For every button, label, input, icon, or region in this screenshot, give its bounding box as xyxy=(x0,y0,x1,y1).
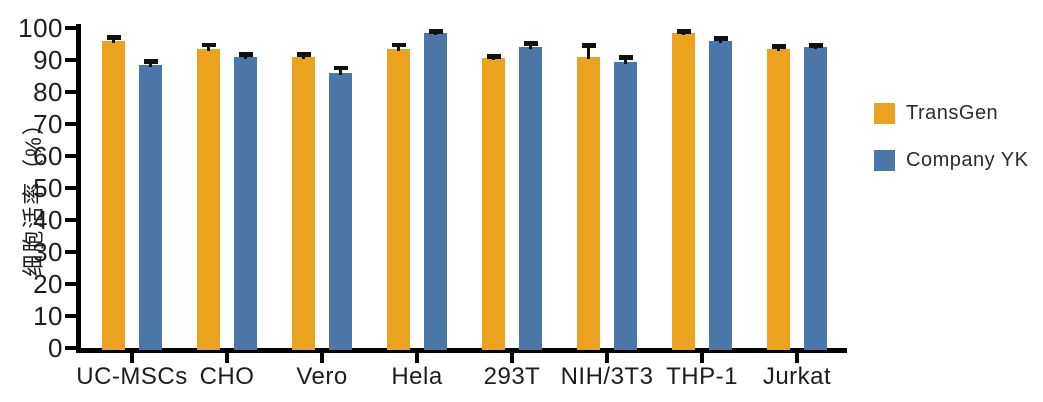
y-tick xyxy=(65,121,76,126)
x-tick xyxy=(129,352,135,363)
bar-transgen-Vero xyxy=(292,56,315,350)
error-bar-stem xyxy=(396,44,401,51)
x-category-label: Hela xyxy=(391,363,443,390)
error-bar-cap xyxy=(771,43,786,49)
error-bar-stem xyxy=(528,43,533,50)
error-bar-cap xyxy=(238,51,253,57)
legend-swatch-icon xyxy=(874,150,895,171)
y-tick xyxy=(65,57,76,62)
bar-companyyk-Hela xyxy=(424,32,447,350)
error-bar-cap xyxy=(618,55,633,61)
error-bar-cap xyxy=(581,43,596,48)
y-tick-label: 20 xyxy=(33,269,63,299)
error-bar-stem xyxy=(623,57,628,64)
legend-label: TransGen xyxy=(906,102,999,124)
bar-companyyk-293T xyxy=(519,47,542,350)
error-bar-stem xyxy=(148,61,153,67)
legend-swatch-icon xyxy=(874,103,895,124)
x-tick xyxy=(794,352,800,363)
error-bar-stem xyxy=(206,44,211,51)
error-bar-cap xyxy=(143,59,158,64)
y-tick-label: 80 xyxy=(33,77,63,107)
y-tick-label: 10 xyxy=(33,301,63,331)
x-category-label: THP-1 xyxy=(666,363,738,390)
error-bar-stem xyxy=(338,68,343,75)
bar-companyyk-CHO xyxy=(234,56,257,350)
y-tick-label: 60 xyxy=(33,141,63,171)
bar-transgen-THP-1 xyxy=(672,32,695,350)
y-tick xyxy=(65,281,76,286)
y-tick xyxy=(65,217,76,222)
error-bar-cap xyxy=(333,65,348,71)
y-tick-label: 70 xyxy=(33,109,63,139)
bar-transgen-UC-MSCs xyxy=(102,40,125,350)
y-tick-label: 40 xyxy=(33,205,63,235)
error-bar-cap xyxy=(106,35,121,40)
y-tick-label: 90 xyxy=(33,45,63,75)
legend-item-companyyk: Company YK xyxy=(874,150,1043,172)
bar-companyyk-UC-MSCs xyxy=(139,64,162,350)
error-bar-stem xyxy=(111,37,116,43)
y-tick xyxy=(65,249,76,254)
x-tick xyxy=(319,352,325,363)
y-tick xyxy=(65,313,76,318)
x-category-label: Vero xyxy=(296,363,348,390)
x-category-label: Jurkat xyxy=(762,363,832,390)
y-tick xyxy=(65,345,76,350)
y-tick-label: 0 xyxy=(48,333,63,363)
x-tick xyxy=(414,352,420,363)
legend-label: Company YK xyxy=(906,149,1029,171)
y-tick xyxy=(65,153,76,158)
bar-companyyk-THP-1 xyxy=(709,40,732,350)
bar-companyyk-Vero xyxy=(329,72,352,350)
error-bar-cap xyxy=(713,35,728,41)
legend: TransGen Company YK xyxy=(874,0,1043,402)
y-tick-label: 30 xyxy=(33,237,63,267)
error-bar-cap xyxy=(296,52,311,58)
bar-transgen-293T xyxy=(482,58,505,350)
x-tick xyxy=(224,352,230,363)
bar-companyyk-NIH/3T3 xyxy=(614,61,637,350)
y-tick-label: 50 xyxy=(33,173,63,203)
x-axis-line xyxy=(76,348,847,353)
x-category-label: NIH/3T3 xyxy=(560,363,654,390)
bar-transgen-CHO xyxy=(197,48,220,350)
y-tick-label: 100 xyxy=(18,13,63,43)
bar-companyyk-Jurkat xyxy=(804,47,827,350)
error-bar-stem xyxy=(586,45,591,59)
y-tick xyxy=(65,89,76,94)
error-bar-cap xyxy=(808,43,823,48)
error-bar-cap xyxy=(428,28,443,34)
bar-transgen-NIH/3T3 xyxy=(577,56,600,350)
x-category-label: 293T xyxy=(483,363,541,390)
y-tick xyxy=(65,25,76,30)
y-axis-line xyxy=(76,24,81,353)
error-bar-cap xyxy=(201,42,216,48)
y-tick xyxy=(65,185,76,190)
error-bar-cap xyxy=(676,28,691,34)
error-bar-cap xyxy=(391,42,406,48)
bar-transgen-Jurkat xyxy=(767,48,790,350)
x-tick xyxy=(509,352,515,363)
x-category-label: CHO xyxy=(199,363,255,390)
x-tick xyxy=(699,352,705,363)
bar-transgen-Hela xyxy=(387,48,410,350)
error-bar-cap xyxy=(523,40,538,46)
error-bar-cap xyxy=(486,54,501,59)
x-category-label: UC-MSCs xyxy=(76,363,188,390)
x-tick xyxy=(604,352,610,363)
legend-item-transgen: TransGen xyxy=(874,103,1043,125)
